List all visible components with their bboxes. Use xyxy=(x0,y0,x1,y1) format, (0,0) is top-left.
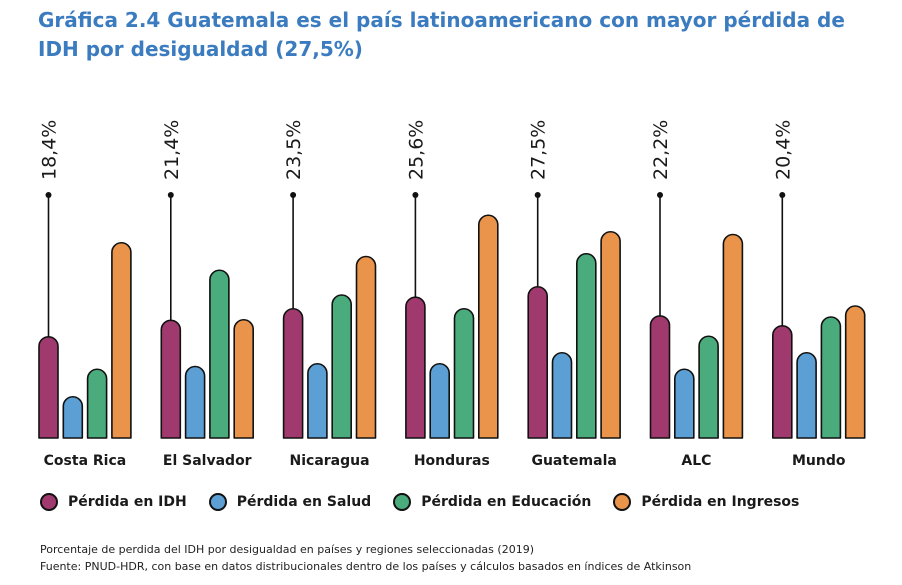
legend-item-perdida-en-salud: Pérdida en Salud xyxy=(208,493,372,511)
bar-perdida-en-educacion xyxy=(698,335,719,439)
legend-label: Pérdida en Salud xyxy=(236,494,372,510)
bar-perdida-en-ingresos xyxy=(722,233,744,439)
legend-label: Pérdida en IDH xyxy=(68,494,187,510)
category-label: Honduras xyxy=(414,453,490,469)
bar-perdida-en-salud xyxy=(429,362,450,439)
legend-swatch xyxy=(393,493,412,511)
legend-item-perdida-en-idh: Pérdida en IDH xyxy=(40,493,187,511)
bar-perdida-en-idh xyxy=(527,285,548,439)
bar-group-guatemala: 27,5% Guatemala xyxy=(527,120,621,469)
legend: Pérdida en IDH Pérdida en Salud Pérdida en… xyxy=(40,493,821,511)
idh-value-label: 27,5% xyxy=(528,120,550,180)
idh-value-label: 20,4% xyxy=(772,120,794,180)
idh-value-label: 18,4% xyxy=(39,120,61,180)
bar-group-nicaragua: 23,5% Nicaragua xyxy=(282,120,377,469)
bar-perdida-en-educacion xyxy=(820,316,842,439)
legend-item-perdida-en-ingresos: Pérdida en Ingresos xyxy=(613,493,799,511)
idh-indicator-dot xyxy=(534,192,541,198)
idh-indicator-dot xyxy=(290,192,297,198)
bar-perdida-en-salud xyxy=(307,362,328,439)
bar-perdida-en-idh xyxy=(772,325,793,439)
legend-swatch xyxy=(40,493,58,511)
idh-indicator-dot xyxy=(45,192,52,198)
bar-perdida-en-educacion xyxy=(453,307,475,439)
chart-note: Porcentaje de perdida del IDH por desigu… xyxy=(40,543,534,556)
bar-perdida-en-idh xyxy=(282,307,304,439)
bar-group-costa-rica: 18,4% Costa Rica xyxy=(38,120,132,469)
legend-item-perdida-en-educacion: Pérdida en Educación xyxy=(393,493,591,511)
bar-perdida-en-ingresos xyxy=(600,230,621,439)
chart-notes: Porcentaje de perdida del IDH por desigu… xyxy=(40,541,691,575)
idh-value-label: 25,6% xyxy=(405,120,427,180)
bar-perdida-en-salud xyxy=(796,351,817,439)
idh-indicator-dot xyxy=(412,192,419,198)
legend-label: Pérdida en Ingresos xyxy=(641,494,800,510)
idh-indicator-dot xyxy=(657,192,663,198)
bar-perdida-en-educacion xyxy=(576,252,597,439)
bar-perdida-en-salud xyxy=(551,351,573,439)
bar-perdida-en-idh xyxy=(160,319,182,439)
bar-perdida-en-salud xyxy=(674,368,695,439)
legend-label: Pérdida en Educación xyxy=(421,494,592,510)
bar-perdida-en-idh xyxy=(405,296,426,439)
bar-perdida-en-ingresos xyxy=(111,241,132,439)
bar-group-mundo: 20,4% Mundo xyxy=(772,120,866,469)
idh-value-label: 22,2% xyxy=(650,120,672,180)
bar-perdida-en-salud xyxy=(184,365,206,439)
bar-perdida-en-ingresos xyxy=(233,318,254,439)
bar-perdida-en-ingresos xyxy=(355,255,377,439)
source-note: Fuente: PNUD-HDR, con base en datos dist… xyxy=(40,560,692,573)
legend-swatch xyxy=(208,493,227,511)
bar-perdida-en-idh xyxy=(38,336,59,439)
category-label: Mundo xyxy=(792,453,846,469)
legend-swatch xyxy=(613,493,632,511)
bar-perdida-en-educacion xyxy=(86,368,108,439)
bar-perdida-en-salud xyxy=(62,395,84,439)
idh-indicator-dot xyxy=(779,192,786,198)
bar-group-honduras: 25,6% Honduras xyxy=(405,120,499,469)
bar-perdida-en-educacion xyxy=(209,269,230,439)
category-label: Guatemala xyxy=(531,453,616,469)
category-label: Costa Rica xyxy=(44,453,127,469)
bar-group-el-salvador: 21,4% El Salvador xyxy=(160,120,254,469)
idh-value-label: 23,5% xyxy=(283,120,305,180)
bar-perdida-en-ingresos xyxy=(478,214,499,439)
bar-perdida-en-ingresos xyxy=(844,305,866,439)
chart-title: Gráfica 2.4 Guatemala es el país latinoa… xyxy=(38,8,845,61)
idh-value-label: 21,4% xyxy=(161,120,183,180)
bar-perdida-en-educacion xyxy=(331,294,352,439)
bar-perdida-en-idh xyxy=(649,315,671,439)
idh-indicator-dot xyxy=(167,192,174,198)
category-label: El Salvador xyxy=(163,453,252,469)
category-label: Nicaragua xyxy=(290,453,370,469)
category-label: ALC xyxy=(681,453,711,469)
bar-group-alc: 22,2% ALC xyxy=(649,120,744,469)
